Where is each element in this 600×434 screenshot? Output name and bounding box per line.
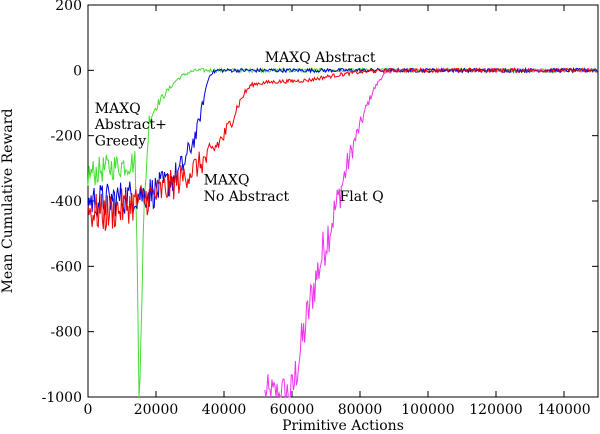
y-tick-label: -200: [51, 129, 82, 145]
series-layer: [87, 66, 599, 398]
chart-annotation: MAXQ: [95, 101, 141, 117]
y-tick-label: -800: [51, 325, 82, 341]
x-tick-label: 80000: [338, 402, 383, 418]
series-line: [264, 66, 598, 398]
series-path: [264, 66, 598, 398]
chart-annotation: Abstract+: [94, 117, 167, 133]
x-tick-label: 100000: [401, 402, 454, 418]
series-line: [87, 67, 599, 231]
axis-ticks: 0 20000 40000 60000 80000 100000 120000 140000 -…: [42, 0, 598, 418]
x-tick-label: 60000: [270, 402, 315, 418]
y-tick-label: 200: [55, 0, 82, 14]
chart-annotation: Greedy: [95, 133, 146, 149]
x-tick-label: 20000: [134, 402, 179, 418]
x-tick-label: 40000: [202, 402, 247, 418]
x-tick-label: 140000: [537, 402, 590, 418]
x-tick-label: 0: [84, 402, 93, 418]
y-tick-label: -600: [51, 259, 82, 275]
y-tick-label: 0: [73, 63, 82, 79]
x-axis-title: Primitive Actions: [282, 418, 404, 434]
y-axis-title: Mean Cumulative Reward: [0, 109, 16, 294]
chart-annotation: Flat Q: [340, 189, 384, 205]
series-path: [87, 67, 599, 231]
chart-annotation: MAXQ Abstract: [265, 50, 376, 66]
chart-annotation: MAXQ: [204, 173, 250, 189]
y-tick-label: -1000: [42, 390, 82, 406]
x-tick-label: 120000: [469, 402, 522, 418]
chart-annotation: No Abstract: [204, 189, 290, 205]
y-tick-label: -400: [51, 194, 82, 210]
